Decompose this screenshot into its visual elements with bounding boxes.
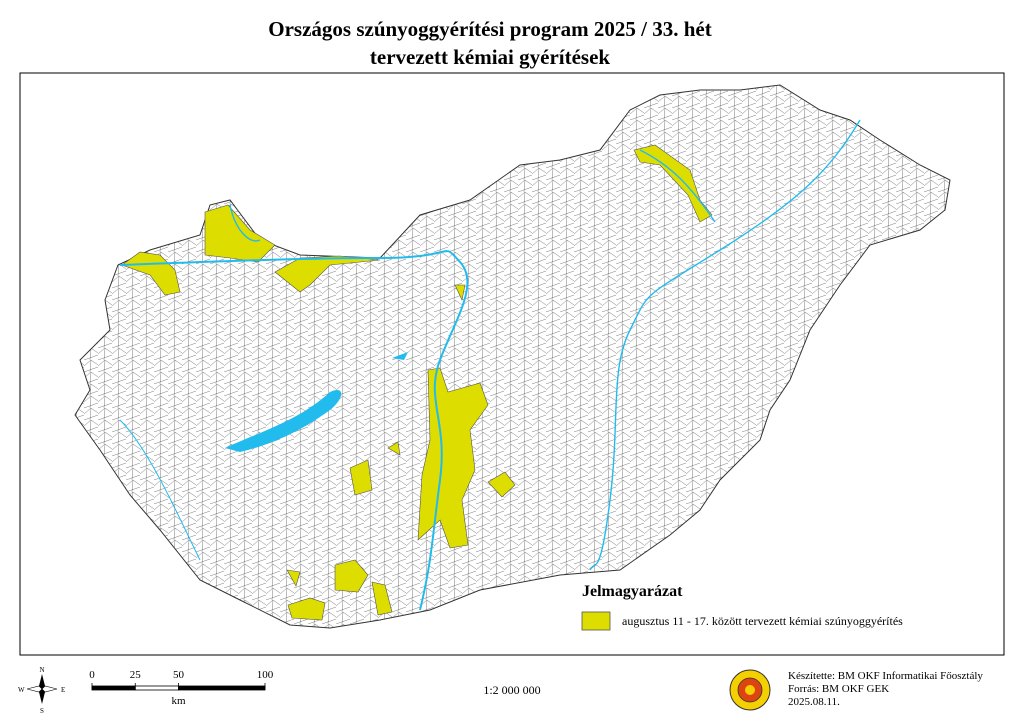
scale-segment bbox=[178, 685, 266, 691]
scale-segment bbox=[91, 685, 136, 691]
credit-line: Készítette: BM OKF Informatikai Főosztál… bbox=[788, 670, 983, 682]
scale-unit: km bbox=[171, 695, 186, 707]
legend-title: Jelmagyarázat bbox=[582, 583, 683, 600]
scale-segment bbox=[134, 685, 179, 691]
lake bbox=[392, 352, 408, 360]
logo bbox=[729, 669, 771, 711]
map bbox=[74, 84, 951, 629]
map-title: Országos szúnyoggyérítési program 2025 /… bbox=[268, 17, 711, 41]
map-frame bbox=[19, 72, 1005, 656]
scale-tick-label: 25 bbox=[130, 669, 142, 681]
compass-n: N bbox=[39, 666, 44, 674]
compass-w: W bbox=[18, 686, 25, 694]
treatment-areas bbox=[121, 144, 713, 621]
scale-tick-label: 50 bbox=[173, 669, 185, 681]
compass-e: E bbox=[61, 686, 65, 694]
credits: Készítette: BM OKF Informatikai Főosztál… bbox=[788, 670, 983, 708]
compass: N S E W bbox=[18, 666, 65, 715]
scale-ratio: 1:2 000 000 bbox=[483, 683, 540, 697]
map-subtitle: tervezett kémiai gyérítések bbox=[370, 45, 611, 69]
scale-tick-label: 100 bbox=[257, 669, 274, 681]
scale-bar: 0 25 50 100 km bbox=[89, 669, 274, 707]
country-outline bbox=[74, 84, 951, 629]
legend-label: augusztus 11 - 17. között tervezett kémi… bbox=[622, 614, 903, 628]
scale-tick-label: 0 bbox=[89, 669, 95, 681]
lake-balaton bbox=[225, 390, 342, 452]
credit-line: 2025.08.11. bbox=[788, 696, 840, 708]
legend: augusztus 11 - 17. között tervezett kémi… bbox=[581, 611, 903, 631]
rivers bbox=[119, 119, 861, 611]
credit-line: Forrás: BM OKF GEK bbox=[788, 683, 889, 695]
legend-swatch bbox=[581, 611, 611, 631]
compass-s: S bbox=[40, 707, 44, 715]
